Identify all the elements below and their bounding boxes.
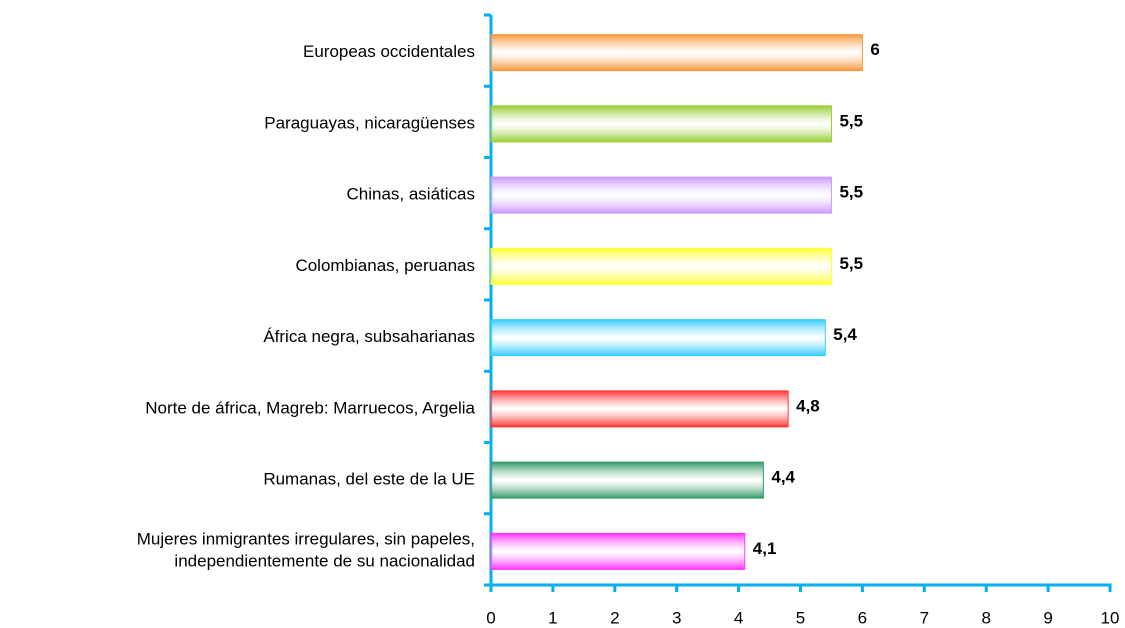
x-tick-label: 6: [858, 608, 867, 627]
bar-group: 5,5: [490, 105, 863, 143]
x-tick-label: 5: [796, 608, 805, 627]
category-label: Paraguayas, nicaragüenses: [264, 113, 475, 132]
value-label: 5,5: [839, 183, 863, 202]
bar: [490, 34, 863, 72]
category-label: Chinas, asiáticas: [346, 185, 475, 204]
bar: [490, 532, 746, 570]
bar: [490, 105, 832, 143]
value-label: 5,5: [839, 254, 863, 273]
category-label: Norte de áfrica, Magreb: Marruecos, Arge…: [145, 398, 475, 417]
bar: [490, 319, 826, 357]
category-label: Europeas occidentales: [303, 42, 475, 61]
x-tick-label: 4: [734, 608, 743, 627]
bar-group: 4,8: [490, 390, 820, 428]
bar: [490, 390, 789, 428]
value-label: 4,1: [753, 539, 777, 558]
x-tick-label: 9: [1043, 608, 1052, 627]
value-label: 5,4: [833, 325, 857, 344]
category-label: África negra, subsaharianas: [263, 327, 475, 346]
bar-group: 4,4: [490, 461, 796, 499]
bar-group: 4,1: [490, 532, 777, 570]
x-tick-label: 1: [548, 608, 557, 627]
value-label: 4,8: [796, 396, 820, 415]
category-label: Mujeres inmigrantes irregulares, sin pap…: [137, 530, 475, 571]
bar-group: 5,5: [490, 176, 863, 214]
bar: [490, 176, 832, 214]
x-tick-label: 3: [672, 608, 681, 627]
bar: [490, 247, 832, 285]
bar-group: 6: [490, 34, 880, 72]
category-label: Rumanas, del este de la UE: [263, 470, 475, 489]
value-label: 4,4: [771, 468, 795, 487]
value-label: 6: [870, 40, 879, 59]
category-label: Colombianas, peruanas: [295, 256, 475, 275]
x-tick-label: 8: [981, 608, 990, 627]
x-tick-label: 0: [486, 608, 495, 627]
x-tick-label: 7: [920, 608, 929, 627]
bar-group: 5,4: [490, 319, 857, 357]
bar: [490, 461, 764, 499]
bar-group: 5,5: [490, 247, 863, 285]
value-label: 5,5: [839, 111, 863, 130]
x-tick-label: 10: [1101, 608, 1120, 627]
x-tick-label: 2: [610, 608, 619, 627]
